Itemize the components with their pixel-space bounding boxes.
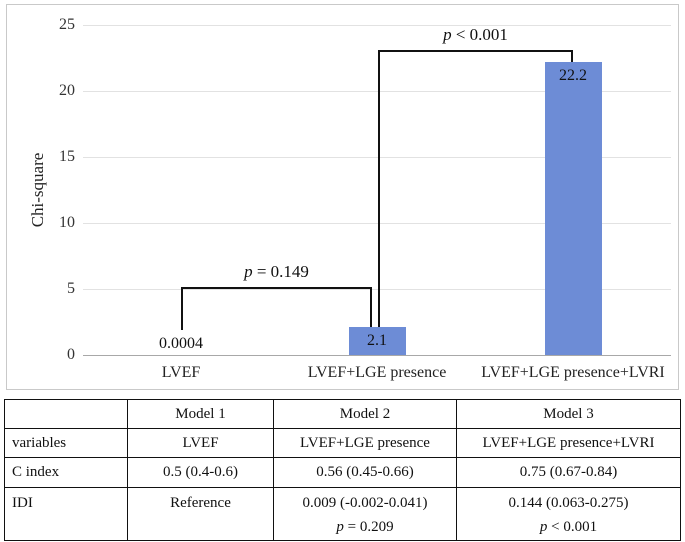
model-comparison-table: Model 1 Model 2 Model 3 variables LVEF L… (4, 399, 681, 541)
bar-value-label: 22.2 (559, 66, 587, 84)
x-category-label: LVEF (161, 364, 201, 381)
table-row-idi: IDI Reference 0.009 (-0.002-0.041) p = 0… (4, 487, 681, 541)
table-header-model3: Model 3 (456, 399, 681, 429)
table-row-variables: variables LVEF LVEF+LGE presence LVEF+LG… (4, 428, 681, 458)
table-header-empty (4, 399, 128, 429)
gridline (83, 91, 671, 92)
significance-bracket-leg (378, 50, 380, 328)
chi-square-chart: Chi-square 0 5 10 15 20 25 0.0004 LVEF 2.1 LVEF+L… (6, 4, 679, 390)
x-axis-line (83, 355, 671, 356)
table-header-model1: Model 1 (127, 399, 274, 429)
idi-value: 0.144 (0.063-0.275) (508, 495, 629, 511)
x-category-label: LVEF+LGE presence+LVRI (481, 364, 665, 381)
plot-area: 0 5 10 15 20 25 0.0004 LVEF 2.1 LVEF+LGE presence… (59, 16, 671, 381)
table-cell: LVEF+LGE presence (273, 428, 457, 458)
row-label-cindex: C index (4, 457, 128, 488)
table-cell: 0.009 (-0.002-0.041) p = 0.209 (273, 487, 457, 541)
significance-bracket-leg (571, 50, 573, 62)
significance-bracket-leg (370, 287, 372, 328)
significance-bracket-bar (378, 50, 573, 53)
significance-bracket-bar (181, 287, 372, 290)
gridline (83, 289, 671, 290)
bar-value-label: 0.0004 (159, 334, 203, 352)
table-cell: Reference (127, 487, 274, 541)
table-cell: 0.75 (0.67-0.84) (456, 457, 681, 488)
table-cell: 0.56 (0.45-0.66) (273, 457, 457, 488)
table-cell: LVEF+LGE presence+LVRI (456, 428, 681, 458)
y-tick-label: 0 (67, 346, 75, 363)
y-tick-label: 15 (59, 148, 75, 165)
table-cell: 0.5 (0.4-0.6) (127, 457, 274, 488)
table-cell: LVEF (127, 428, 274, 458)
table-header-model2: Model 2 (273, 399, 457, 429)
significance-bracket-leg (181, 287, 183, 330)
row-label-variables: variables (4, 428, 128, 458)
y-tick-label: 20 (59, 82, 75, 99)
idi-value: 0.009 (-0.002-0.041) (302, 495, 428, 511)
y-tick-label: 10 (59, 214, 75, 231)
gridline (83, 223, 671, 224)
y-tick-label: 25 (59, 16, 75, 33)
gridline (83, 25, 671, 26)
significance-p-label: p = 0.149 (244, 262, 309, 282)
gridline (83, 157, 671, 158)
bar-LVEF+LGE presence (348, 327, 406, 355)
idi-value: Reference (170, 495, 231, 511)
table-header-row: Model 1 Model 2 Model 3 (4, 399, 681, 429)
bar-LVEF+LGE presence+LVRI (544, 61, 602, 355)
x-category-label: LVEF+LGE presence (307, 364, 447, 381)
table-cell: 0.144 (0.063-0.275) p < 0.001 (456, 487, 681, 541)
significance-p-label: p < 0.001 (443, 25, 508, 45)
y-tick-label: 5 (67, 280, 75, 297)
idi-p-value: p < 0.001 (539, 519, 598, 535)
table-row-cindex: C index 0.5 (0.4-0.6) 0.56 (0.45-0.66) 0… (4, 457, 681, 488)
bar-value-label: 2.1 (367, 332, 387, 350)
row-label-idi: IDI (4, 487, 128, 541)
idi-p-value: p = 0.209 (336, 519, 394, 535)
